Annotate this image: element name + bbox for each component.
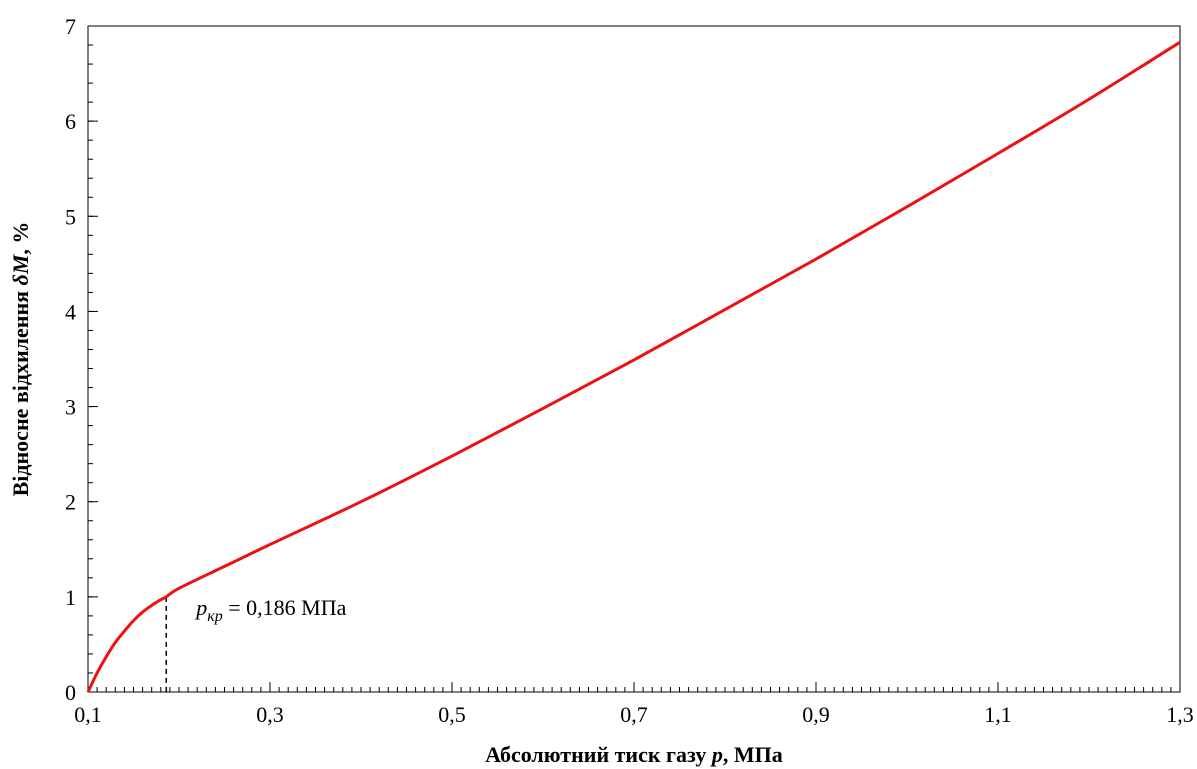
series-line: [86, 40, 1181, 693]
x-tick-label: 0,5: [438, 702, 466, 727]
x-tick-label: 1,1: [984, 702, 1012, 727]
critical-pressure-annotation: pкр = 0,186 МПа: [194, 595, 346, 625]
y-axis-title-var: δM: [8, 253, 33, 285]
y-tick-label: 1: [65, 585, 76, 610]
x-tick-label: 1,3: [1166, 702, 1194, 727]
y-tick-label: 2: [65, 490, 76, 515]
y-axis-title-prefix: Відносне відхилення: [8, 285, 33, 496]
x-tick-label: 0,3: [256, 702, 284, 727]
y-tick-label: 3: [65, 395, 76, 420]
annotation-text: = 0,186 МПа: [223, 595, 347, 620]
x-tick-label: 0,7: [620, 702, 648, 727]
x-tick-label: 0,1: [74, 702, 102, 727]
plot-frame: [87, 25, 1181, 693]
y-tick-label: 5: [65, 204, 76, 229]
x-axis-title-suffix: , МПа: [723, 742, 783, 767]
y-axis-title-suffix: , %: [8, 222, 33, 255]
x-tick-label: 0,9: [802, 702, 830, 727]
x-axis-title-prefix: Абсолютний тиск газу: [485, 742, 712, 767]
y-axis-title: Відносне відхилення δM, %: [8, 222, 33, 497]
y-tick-labels: 0 1 2 3 4 5 6 7: [65, 14, 76, 705]
x-axis-title: Абсолютний тиск газу p, МПа: [485, 742, 783, 767]
y-tick-label: 7: [65, 14, 76, 39]
x-axis-title-var: p: [710, 742, 723, 767]
annotation-var: p: [194, 595, 207, 620]
x-tick-labels: 0,1 0,3 0,5 0,7 0,9 1,1 1,3: [74, 702, 1194, 727]
annotation-subscript: кр: [207, 608, 222, 625]
y-tick-label: 0: [65, 680, 76, 705]
y-tick-label: 4: [65, 299, 76, 324]
y-tick-label: 6: [65, 109, 76, 134]
